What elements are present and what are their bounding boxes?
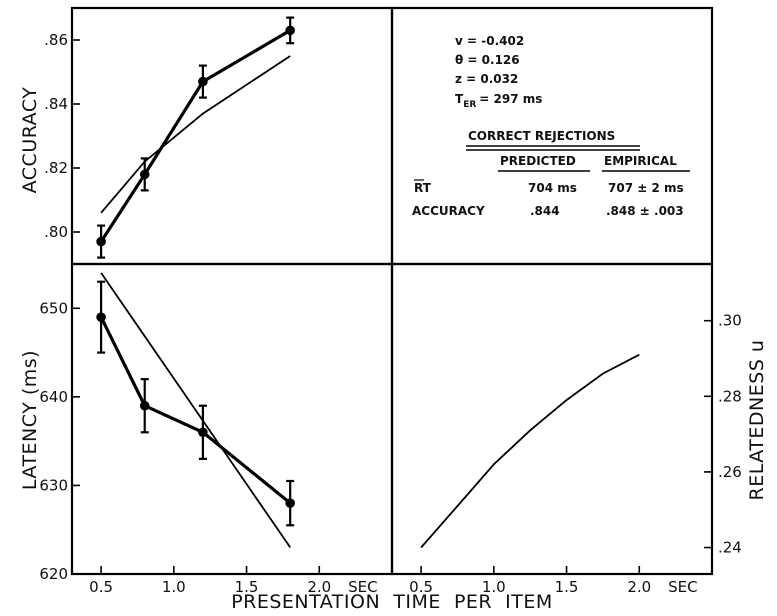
left-xtick-label-0: 0.5 bbox=[89, 578, 113, 596]
param-ter-symbol: T bbox=[455, 92, 464, 106]
relatedness-chart: .24 .26 .28 .30 bbox=[420, 312, 742, 557]
xlabel-presentation-time: PRESENTATION TIME PER ITEM bbox=[231, 591, 553, 613]
lat-data-point-1 bbox=[139, 400, 150, 411]
table-title: CORRECT REJECTIONS bbox=[468, 129, 615, 143]
lat-data-point-0 bbox=[96, 312, 106, 322]
acc-data-point-0 bbox=[96, 236, 106, 247]
acc-predicted-line bbox=[100, 55, 291, 214]
lat-data-point-2 bbox=[198, 427, 208, 438]
param-ter-value: = 297 ms bbox=[479, 92, 542, 106]
row-accuracy-predicted: .844 bbox=[530, 204, 560, 218]
row-accuracy-empirical: .848 ± .003 bbox=[606, 204, 684, 218]
acc-ytick-label-1: .82 bbox=[44, 159, 68, 177]
right-xtick-label-1: 1.0 bbox=[482, 578, 506, 596]
param-ter: TER = 297 ms bbox=[455, 92, 542, 110]
param-ter-subscript: ER bbox=[463, 100, 476, 110]
lat-predicted-line bbox=[100, 272, 291, 548]
panel-relatedness-frame bbox=[390, 262, 714, 576]
param-z: z = 0.032 bbox=[455, 72, 518, 86]
left-xtick-label-1: 1.0 bbox=[162, 578, 186, 596]
table-col-predicted: PREDICTED bbox=[500, 154, 576, 168]
row-rt-predicted: 704 ms bbox=[528, 181, 577, 195]
acc-ytick-label-3: .86 bbox=[44, 31, 68, 49]
lat-data-point-3 bbox=[285, 498, 295, 508]
acc-ytick-label-2: .84 bbox=[44, 95, 68, 113]
lat-ytick-label-2: 640 bbox=[39, 388, 68, 406]
left-xtick-label-2: 1.5 bbox=[235, 578, 259, 596]
rel-ytick-label-2: .28 bbox=[718, 387, 742, 405]
x-tick-labels: 0.5 1.0 1.5 2.0 SEC 0.5 1.0 1.5 2.0 SEC bbox=[89, 566, 698, 596]
left-xunit-label: SEC bbox=[348, 578, 377, 596]
row-accuracy-label: ACCURACY bbox=[412, 204, 485, 218]
ylabel-accuracy: ACCURACY bbox=[19, 87, 41, 194]
left-xtick-label-3: 2.0 bbox=[307, 578, 331, 596]
lat-ytick-label-1: 630 bbox=[39, 476, 68, 494]
rel-ytick-label-0: .24 bbox=[718, 539, 742, 557]
acc-empirical-line bbox=[99, 29, 292, 243]
rel-ytick-label-1: .26 bbox=[718, 463, 742, 481]
right-xtick-label-3: 2.0 bbox=[627, 578, 651, 596]
acc-ytick-label-0: .80 bbox=[44, 223, 68, 241]
right-xunit-label: SEC bbox=[668, 578, 697, 596]
latency-chart: 620 630 640 650 bbox=[39, 272, 295, 583]
accuracy-chart: .80 .82 .84 .86 bbox=[44, 16, 295, 259]
table-col-empirical: EMPIRICAL bbox=[604, 154, 677, 168]
rel-predicted-line bbox=[420, 353, 640, 549]
lat-ytick-label-0: 620 bbox=[39, 565, 68, 583]
ylabel-relatedness: RELATEDNESS u bbox=[746, 340, 768, 501]
acc-data-point-3 bbox=[285, 25, 295, 36]
lat-ytick-label-3: 650 bbox=[39, 299, 68, 317]
row-rt-empirical: 707 ± 2 ms bbox=[608, 181, 684, 195]
param-v: v = -0.402 bbox=[455, 34, 524, 48]
panel-latency-frame bbox=[70, 262, 394, 576]
acc-data-point-2 bbox=[198, 76, 208, 87]
rel-ytick-label-3: .30 bbox=[718, 312, 742, 330]
param-theta: θ = 0.126 bbox=[455, 53, 520, 67]
right-xtick-label-2: 1.5 bbox=[555, 578, 579, 596]
lat-empirical-line bbox=[99, 316, 292, 505]
acc-data-point-1 bbox=[139, 169, 150, 180]
row-rt-label: RT bbox=[414, 181, 432, 195]
right-xtick-label-0: 0.5 bbox=[409, 578, 433, 596]
panel-accuracy-frame bbox=[70, 6, 394, 266]
ylabel-latency: LATENCY (ms) bbox=[19, 350, 41, 490]
